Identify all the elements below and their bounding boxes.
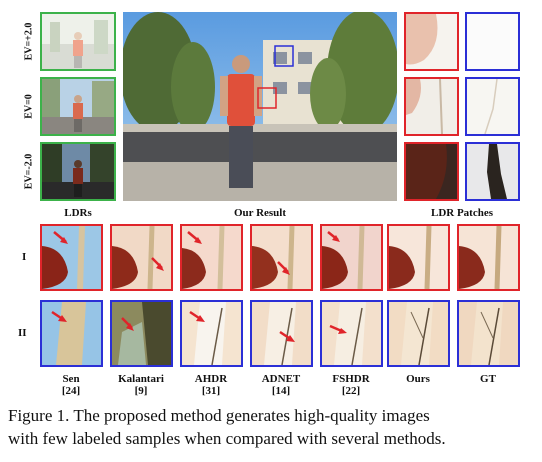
row-ii-ahdr xyxy=(180,300,243,367)
ldr-patch-blue-ev-plus2 xyxy=(465,12,520,71)
row-i-gt xyxy=(457,224,520,291)
ldr-patch-red-ev-minus2 xyxy=(404,142,459,201)
row-label-i: I xyxy=(22,251,27,263)
row-ii-kalantari xyxy=(110,300,173,367)
ev-label-plus2: EV=+2.0 xyxy=(23,22,35,61)
method-label-adnet: ADNET [14] xyxy=(261,373,301,397)
row-ii-adnet xyxy=(250,300,313,367)
row-i-ahdr xyxy=(180,224,243,291)
row-i-adnet xyxy=(250,224,313,291)
ldr-thumb-ev-minus2 xyxy=(40,142,116,201)
ldr-thumb-ev-0 xyxy=(40,77,116,136)
result-label: Our Result xyxy=(233,207,287,219)
method-label-gt: GT xyxy=(480,373,496,385)
method-label-sen: Sen [24] xyxy=(61,373,81,397)
row-ii-sen xyxy=(40,300,103,367)
ev-label-minus2: EV=-2.0 xyxy=(23,153,35,190)
method-label-fshdr: FSHDR [22] xyxy=(332,373,370,397)
ldr-patch-red-ev-0 xyxy=(404,77,459,136)
result-image xyxy=(123,12,397,201)
row-i-ours xyxy=(387,224,450,291)
method-label-ahdr: AHDR [31] xyxy=(194,373,228,397)
row-label-ii: II xyxy=(18,327,27,339)
patches-label: LDR Patches xyxy=(430,207,494,219)
row-ii-gt xyxy=(457,300,520,367)
ev-label-0: EV=0 xyxy=(23,94,35,119)
figure-caption-line-2: with few labeled samples when compared w… xyxy=(8,429,446,448)
ldr-patch-blue-ev-0 xyxy=(465,77,520,136)
row-ii-ours xyxy=(387,300,450,367)
ldr-thumb-ev-plus2 xyxy=(40,12,116,71)
figure-caption-line-1: Figure 1. The proposed method generates … xyxy=(8,406,430,425)
row-i-kalantari xyxy=(110,224,173,291)
ldr-patch-red-ev-plus2 xyxy=(404,12,459,71)
row-i-fshdr xyxy=(320,224,383,291)
ldrs-label: LDRs xyxy=(64,207,92,219)
row-ii-fshdr xyxy=(320,300,383,367)
row-i-sen xyxy=(40,224,103,291)
ldr-patch-blue-ev-minus2 xyxy=(465,142,520,201)
method-label-kalantari: Kalantari [9] xyxy=(118,373,164,397)
method-label-ours: Ours xyxy=(406,373,430,385)
